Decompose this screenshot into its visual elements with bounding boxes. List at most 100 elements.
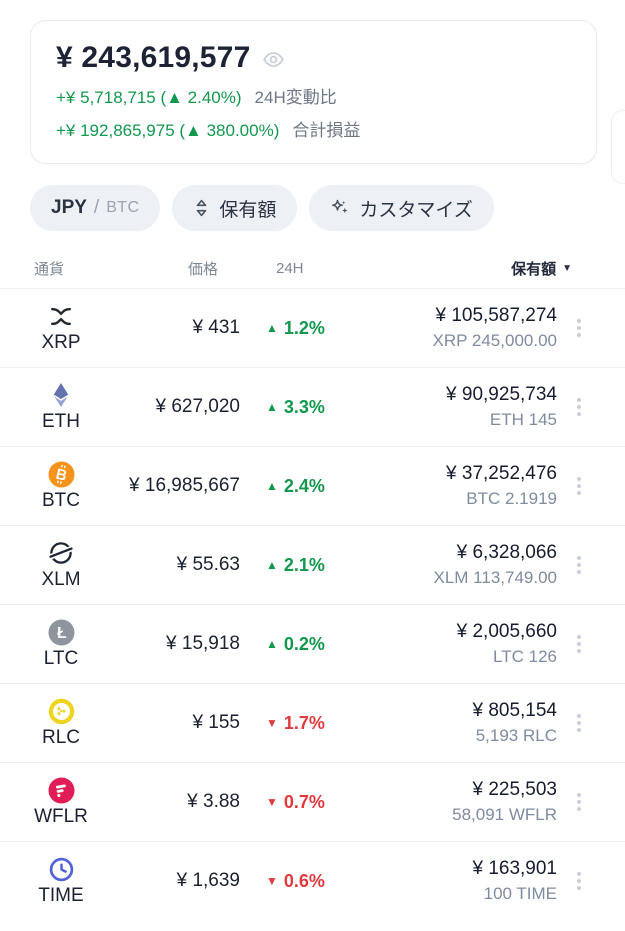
trend-down-icon: ▼: [266, 795, 278, 809]
trend-down-icon: ▼: [266, 874, 278, 888]
header-currency: 通貨: [34, 260, 65, 278]
coin-symbol: LTC: [43, 647, 79, 669]
row-menu-button[interactable]: [557, 842, 601, 920]
holding-value-jpy: ¥ 90,925,734: [446, 384, 557, 405]
holdings-cell: ¥ 6,328,066 XLM 113,749.00: [352, 542, 558, 588]
row-menu-button[interactable]: [557, 289, 601, 367]
asset-row[interactable]: WFLR ¥ 3.88 ▼ 0.7% ¥ 225,503 58,091 WFLR: [0, 762, 625, 841]
asset-row[interactable]: XRP ¥ 431 ▲ 1.2% ¥ 105,587,274 XRP 245,0…: [0, 288, 625, 367]
currency-separator: /: [93, 197, 100, 218]
change-percent: 0.7%: [283, 791, 325, 812]
coin-change-24h: ▲ 3.3%: [240, 397, 352, 418]
coin-symbol: XLM: [41, 568, 81, 590]
coin-symbol: WFLR: [34, 805, 88, 827]
coin-price: ¥ 16,985,667: [129, 475, 240, 496]
sort-desc-icon: ▼: [562, 262, 572, 274]
asset-row[interactable]: RLC ¥ 155 ▼ 1.7% ¥ 805,154 5,193 RLC: [0, 683, 625, 762]
holdings-cell: ¥ 2,005,660 LTC 126: [352, 621, 557, 667]
customize-button-label: カスタマイズ: [359, 199, 473, 221]
asset-row[interactable]: TIME ¥ 1,639 ▼ 0.6% ¥ 163,901 100 TIME: [0, 841, 625, 920]
holdings-cell: ¥ 805,154 5,193 RLC: [352, 700, 557, 746]
asset-row[interactable]: XLM ¥ 55.63 ▲ 2.1% ¥ 6,328,066 XLM 113,7…: [0, 525, 625, 604]
total-profit-value: +¥ 192,865,975 (▲ 380.00%): [56, 121, 280, 140]
filter-bar: JPY / BTC 保有額 カスタマイズ: [30, 185, 625, 231]
asset-row[interactable]: B BTC ¥ 16,985,667 ▲ 2.4% ¥ 37,252,476 B…: [0, 446, 625, 525]
coin-cell: XRP: [30, 303, 92, 354]
coin-cell: XLM: [30, 540, 92, 591]
holding-value-jpy: ¥ 225,503: [472, 779, 557, 800]
coin-price: ¥ 3.88: [187, 791, 240, 812]
svg-text:Ł: Ł: [57, 625, 66, 642]
change-percent: 2.1%: [283, 554, 325, 575]
header-price: 価格: [187, 260, 218, 278]
holdings-cell: ¥ 105,587,274 XRP 245,000.00: [352, 305, 557, 351]
holding-value-jpy: ¥ 105,587,274: [435, 305, 557, 326]
time-icon: [48, 856, 75, 883]
sparkles-icon: [330, 198, 350, 218]
holding-value-jpy: ¥ 805,154: [472, 700, 557, 721]
header-24h: 24H: [276, 259, 304, 277]
row-menu-button[interactable]: [557, 763, 601, 841]
row-menu-button[interactable]: [557, 684, 601, 762]
xrp-icon: [49, 303, 73, 330]
coin-change-24h: ▲ 2.4%: [240, 476, 352, 497]
coin-cell: ETH: [30, 382, 92, 433]
summary-card: ¥ 243,619,577 +¥ 5,718,715 (▲ 2.40%) 24H…: [30, 20, 597, 164]
row-menu-button[interactable]: [557, 368, 601, 446]
change-percent: 2.4%: [283, 475, 325, 496]
header-holdings-sort[interactable]: 保有額 ▼: [352, 258, 572, 279]
coin-symbol: XRP: [41, 331, 81, 353]
coin-price: ¥ 1,639: [176, 870, 240, 891]
customize-button[interactable]: カスタマイズ: [309, 185, 494, 231]
holding-value-jpy: ¥ 37,252,476: [446, 463, 557, 484]
row-menu-button[interactable]: [557, 605, 601, 683]
row-menu-button[interactable]: [557, 447, 601, 525]
holding-amount: ETH 145: [489, 410, 557, 429]
header-holdings-label: 保有額: [511, 260, 557, 278]
coin-price: ¥ 155: [192, 712, 240, 733]
next-card-peek: [611, 110, 625, 184]
change-percent: 0.2%: [283, 633, 325, 654]
eye-icon[interactable]: [262, 48, 285, 71]
asset-row[interactable]: Ł LTC ¥ 15,918 ▲ 0.2% ¥ 2,005,660 LTC 12…: [0, 604, 625, 683]
xlm-icon: [48, 540, 74, 567]
total-balance: ¥ 243,619,577: [56, 41, 251, 74]
coin-change-24h: ▼ 1.7%: [240, 713, 352, 734]
holding-amount: BTC 2.1919: [466, 489, 557, 508]
trend-up-icon: ▲: [266, 637, 278, 651]
holdings-cell: ¥ 90,925,734 ETH 145: [352, 384, 557, 430]
coin-cell: TIME: [30, 856, 92, 907]
holdings-cell: ¥ 37,252,476 BTC 2.1919: [352, 463, 557, 509]
trend-up-icon: ▲: [266, 479, 278, 493]
holdings-cell: ¥ 163,901 100 TIME: [352, 858, 557, 904]
change-24h-value: +¥ 5,718,715 (▲ 2.40%): [56, 88, 242, 107]
coin-change-24h: ▼ 0.7%: [240, 792, 352, 813]
change-percent: 1.7%: [283, 712, 325, 733]
change-percent: 3.3%: [283, 396, 325, 417]
portfolio-screen: { "colors": { "green": "#12984e", "red":…: [0, 20, 625, 931]
trend-down-icon: ▼: [266, 716, 278, 730]
wflr-icon: [48, 777, 75, 804]
holding-value-jpy: ¥ 2,005,660: [456, 621, 557, 642]
coin-price: ¥ 431: [192, 317, 240, 338]
asset-row[interactable]: ETH ¥ 627,020 ▲ 3.3% ¥ 90,925,734 ETH 14…: [0, 367, 625, 446]
sort-button[interactable]: 保有額: [172, 185, 298, 231]
trend-up-icon: ▲: [266, 400, 278, 414]
holding-value-jpy: ¥ 6,328,066: [456, 542, 557, 563]
change-percent: 1.2%: [283, 317, 325, 338]
currency-secondary: BTC: [106, 199, 140, 216]
coin-price: ¥ 55.63: [176, 554, 240, 575]
sort-button-label: 保有額: [219, 199, 277, 221]
change-percent: 0.6%: [283, 870, 325, 891]
table-header: 通貨 価格 24H 保有額 ▼: [0, 248, 625, 288]
sort-updown-icon: [193, 199, 210, 217]
trend-up-icon: ▲: [266, 558, 278, 572]
holding-amount: XRP 245,000.00: [432, 331, 557, 350]
row-menu-button[interactable]: [557, 526, 601, 604]
currency-toggle-button[interactable]: JPY / BTC: [30, 185, 161, 231]
coin-cell: WFLR: [30, 777, 92, 828]
holding-amount: LTC 126: [493, 647, 557, 666]
holding-amount: 58,091 WFLR: [452, 805, 557, 824]
holding-amount: XLM 113,749.00: [433, 568, 558, 587]
svg-text:B: B: [54, 465, 69, 484]
